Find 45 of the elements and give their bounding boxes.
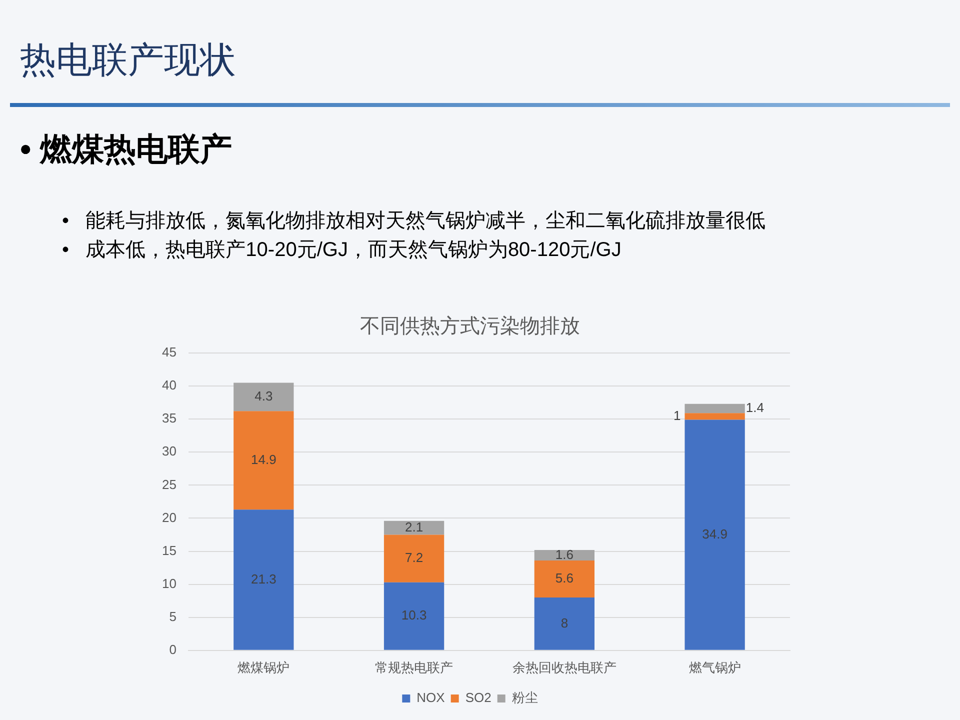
bar xyxy=(234,510,294,650)
legend-label: 粉尘 xyxy=(512,690,538,706)
x-tick-label: 余热回收热电联产 xyxy=(512,660,616,675)
bar xyxy=(684,413,745,420)
data-label: 1.4 xyxy=(746,400,764,416)
data-label: 5.6 xyxy=(555,570,574,586)
bar xyxy=(234,411,294,510)
bar xyxy=(534,598,594,650)
data-label: 21.3 xyxy=(250,571,276,586)
text: • 能耗与排放低，氮氧化物排放相对天然气锅炉减半，尘和二氧化硫排放量很低 xyxy=(62,209,766,234)
y-tick-label: 30 xyxy=(162,444,176,459)
y-tick-label: 5 xyxy=(169,608,176,624)
y-tick-label: 40 xyxy=(162,378,176,393)
y-tick-label: 35 xyxy=(162,410,176,426)
data-label: 14.9 xyxy=(250,452,276,467)
data-label: 2.1 xyxy=(405,519,424,534)
data-label: 1.6 xyxy=(555,546,574,562)
bar xyxy=(234,382,294,412)
y-tick-label: 0 xyxy=(169,642,176,657)
y-tick-label: 20 xyxy=(162,510,176,525)
text: • 成本低，热电联产10-20元/GJ，而天然气锅炉为80-120元/GJ xyxy=(62,238,622,263)
bar xyxy=(384,582,444,650)
text: • 燃煤热电联产 xyxy=(20,130,232,169)
data-label: 4.3 xyxy=(254,388,273,404)
data-label: 7.2 xyxy=(405,550,424,566)
text: 热电联产现状 xyxy=(20,38,236,82)
bar xyxy=(384,520,444,535)
data-label: 1 xyxy=(673,408,681,424)
legend-label: SO2 xyxy=(465,690,492,706)
y-tick-label: 45 xyxy=(162,344,176,360)
y-tick-label: 10 xyxy=(162,576,176,591)
bar xyxy=(684,420,745,650)
bar xyxy=(684,404,745,414)
data-label: 34.9 xyxy=(702,526,728,542)
x-tick-label: 燃煤锅炉 xyxy=(238,660,290,675)
legend-label: NOX xyxy=(416,690,446,706)
data-label: 8 xyxy=(560,615,568,630)
x-tick-label: 常规热电联产 xyxy=(375,660,454,675)
y-tick-label: 15 xyxy=(162,542,176,558)
bar xyxy=(534,560,594,598)
bar xyxy=(384,534,444,582)
data-label: 10.3 xyxy=(401,608,427,623)
x-tick-label: 燃气锅炉 xyxy=(688,660,741,675)
chart-title: 不同供热方式污染物排放 xyxy=(360,314,580,338)
y-tick-label: 25 xyxy=(162,476,176,492)
